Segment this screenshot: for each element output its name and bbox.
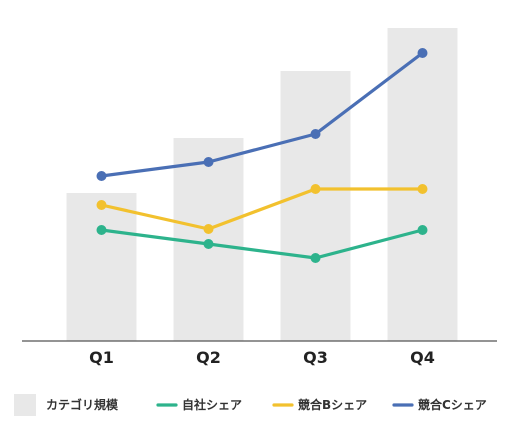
point-series-1-q3 — [310, 253, 321, 263]
point-series-2-q2 — [203, 224, 214, 234]
legend-label-2: 自社シェア — [182, 397, 242, 412]
point-series-3-q4 — [417, 48, 428, 58]
point-series-1-q1 — [96, 225, 107, 235]
bar-q1 — [66, 193, 137, 341]
series-line-1 — [99, 228, 425, 260]
point-series-1-q4 — [417, 225, 428, 235]
series-line-2 — [99, 187, 425, 231]
tick-label-q3: Q3 — [303, 348, 328, 367]
series-line-3 — [99, 51, 425, 178]
tick-label-q4: Q4 — [410, 348, 435, 367]
point-series-3-q3 — [310, 129, 321, 139]
point-series-1-q2 — [203, 239, 214, 249]
legend-label-4: 競合Cシェア — [418, 397, 487, 412]
legend-label-1: カテゴリ規模 — [46, 397, 119, 412]
legend-label-3: 競合Bシェア — [298, 397, 367, 412]
legend-swatch-1 — [14, 394, 36, 416]
tick-label-q1: Q1 — [89, 348, 114, 367]
point-series-3-q2 — [203, 157, 214, 167]
bar-q3 — [280, 71, 351, 341]
tick-label-q2: Q2 — [196, 348, 221, 367]
point-series-3-q1 — [96, 171, 107, 181]
point-series-2-q4 — [417, 184, 428, 194]
point-series-2-q1 — [96, 200, 107, 210]
point-series-2-q3 — [310, 184, 321, 194]
